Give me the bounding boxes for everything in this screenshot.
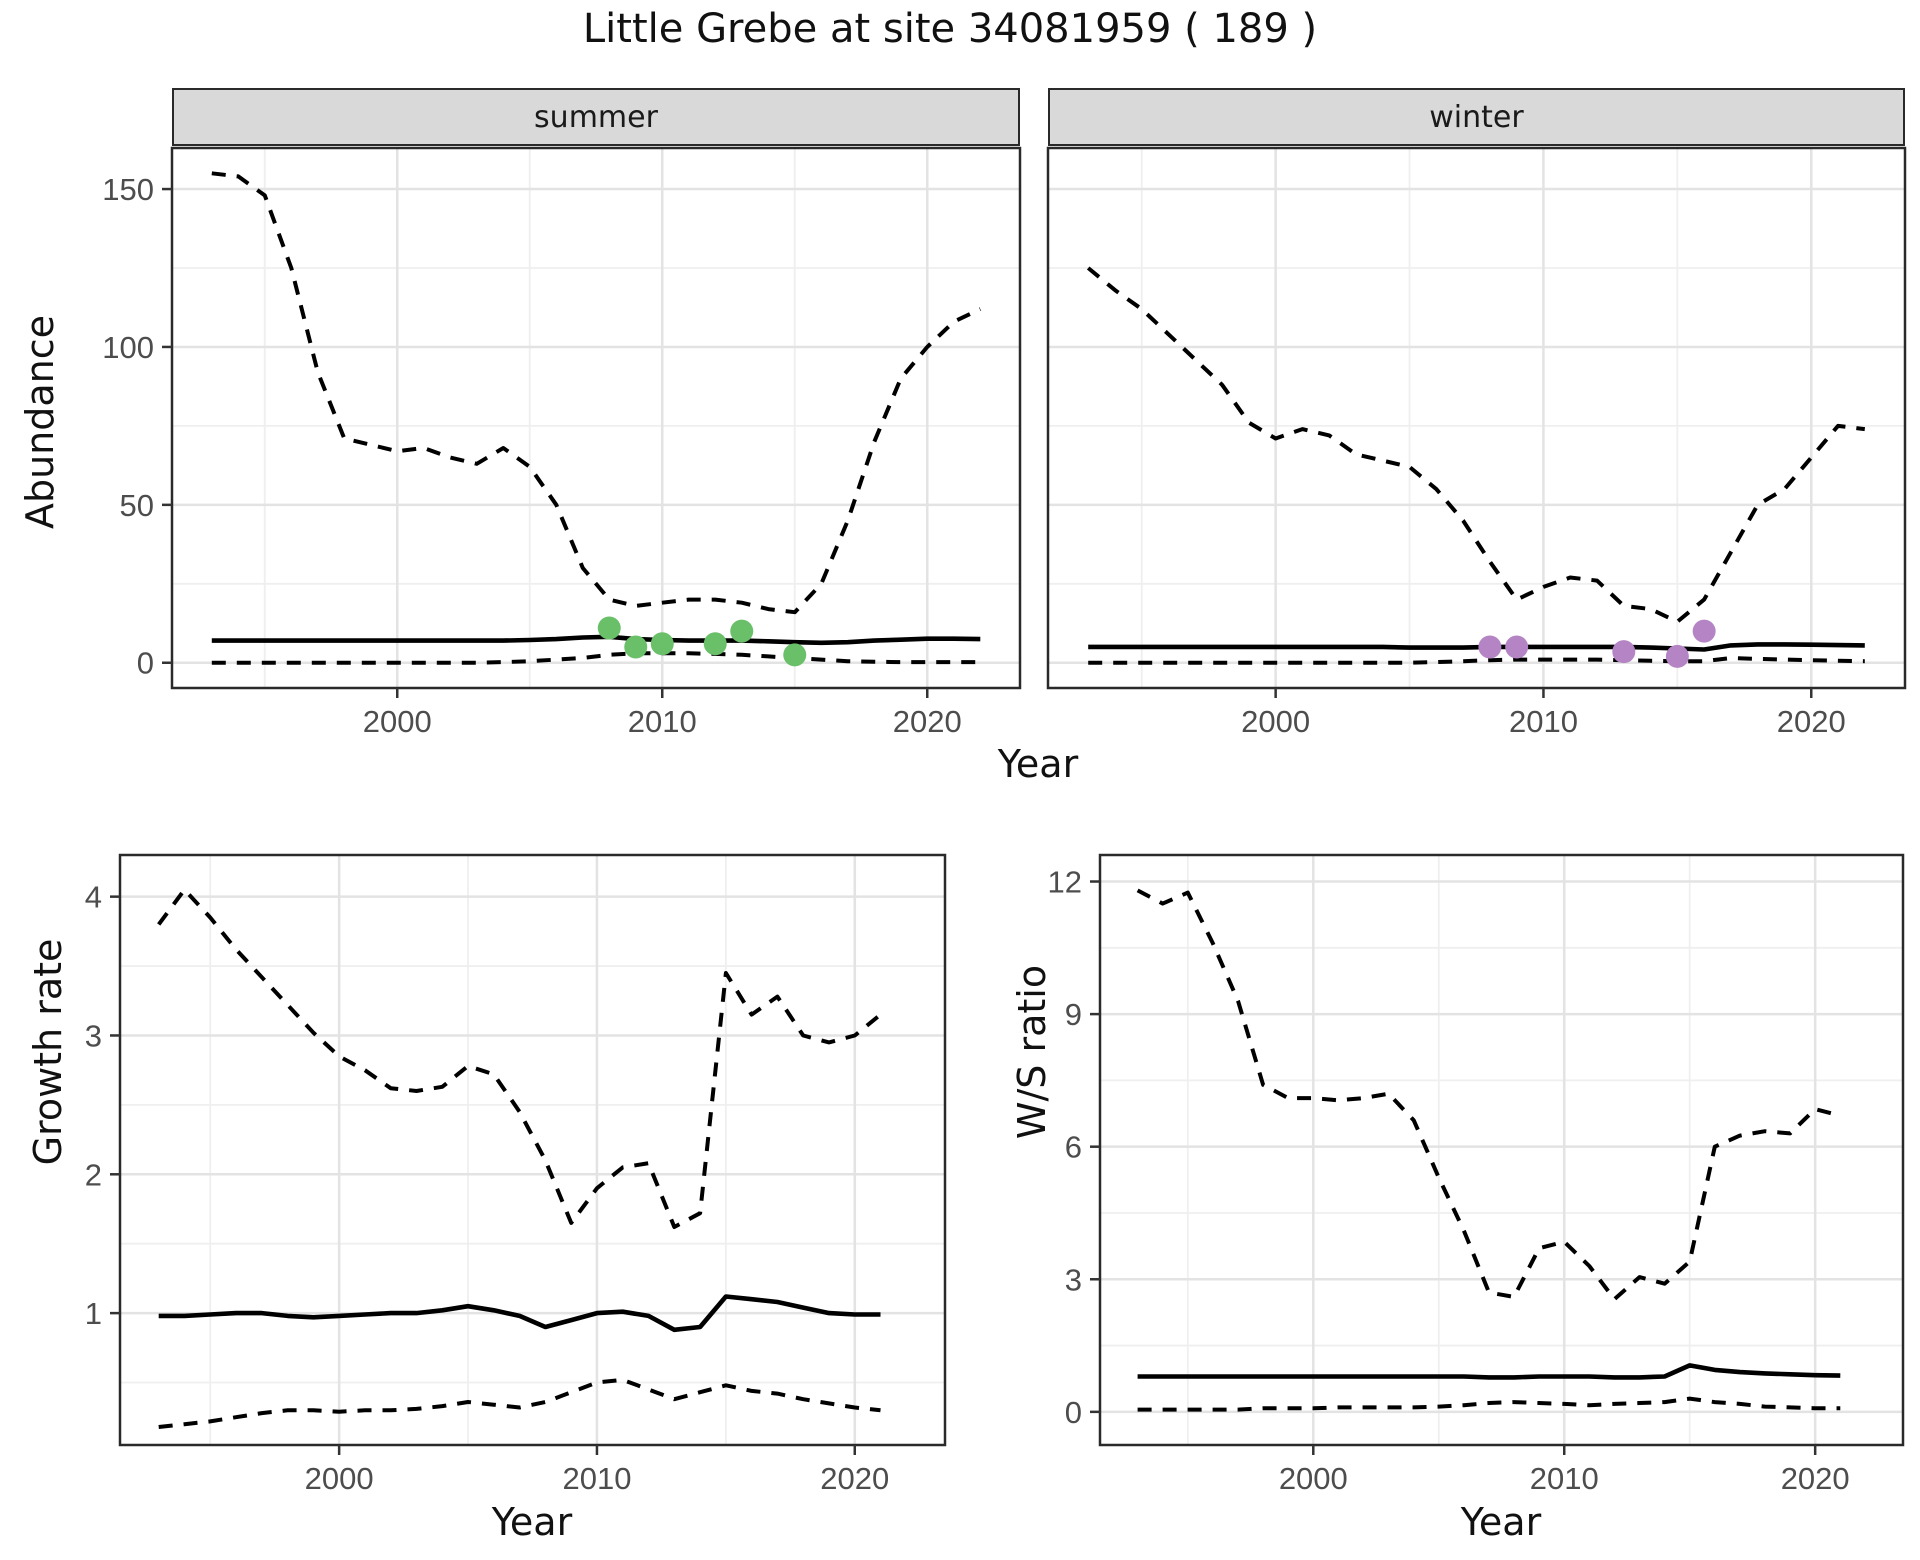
abundance-summer-upper_95ci-line [211, 171, 982, 615]
y-axis-title-ws-ratio: W/S ratio [1010, 964, 1054, 1140]
x-tick-label: 2010 [1509, 704, 1578, 739]
panel-border [170, 146, 1022, 690]
abundance-winter-median-line [1088, 642, 1865, 652]
x-tick-label: 2020 [893, 704, 962, 739]
x-tick-label: 2020 [1781, 1461, 1850, 1496]
y-tick-label: 1 [85, 1296, 102, 1331]
panel-abundance-winter: 2000 2010 2020 [1046, 146, 1907, 739]
growth-rate-upper_95ci-line [157, 887, 882, 1229]
panel-background [120, 855, 945, 1445]
abundance-summer-lower_95ci-line [211, 651, 981, 665]
facet-strip-winter: winter [1048, 88, 1905, 146]
x-axis-title-year-bottom-left: Year [491, 1500, 573, 1544]
abundance-summer-observed-point [650, 632, 674, 656]
panel-background [1100, 855, 1903, 1445]
ws-ratio-median-line [1137, 1363, 1841, 1380]
y-tick-label: 12 [1048, 865, 1082, 900]
abundance-summer-observed-point [783, 643, 807, 667]
facet-strip-summer-label: summer [534, 99, 658, 135]
panel-border [118, 853, 947, 1447]
x-tick-label: 2000 [1241, 704, 1310, 739]
x-tick-label: 2010 [1530, 1461, 1599, 1496]
abundance-summer-observed-point [703, 632, 727, 656]
facet-strip-winter-label: winter [1429, 99, 1524, 135]
y-tick-label: 150 [102, 172, 154, 207]
y-axis-title-abundance: Abundance [18, 314, 62, 530]
y-tick-label: 50 [120, 488, 154, 523]
x-tick-label: 2000 [305, 1461, 374, 1496]
panel-border [1046, 146, 1907, 690]
abundance-summer-observed-point [597, 616, 621, 640]
facet-strip-summer: summer [172, 88, 1020, 146]
y-tick-label: 4 [85, 880, 102, 915]
panel-growth-rate: 2000 2010 2020 1 2 3 4 [85, 853, 947, 1496]
chart-title: Little Grebe at site 34081959 ( 189 ) [582, 6, 1318, 52]
panel-border [1098, 853, 1905, 1447]
panel-background [172, 148, 1020, 688]
y-tick-label: 100 [102, 330, 154, 365]
y-tick-label: 6 [1065, 1130, 1082, 1165]
growth-rate-median-line [158, 1294, 881, 1333]
x-tick-label: 2020 [820, 1461, 889, 1496]
y-tick-label: 0 [1065, 1395, 1082, 1430]
ws-ratio-upper_95ci-line [1136, 888, 1841, 1302]
abundance-winter-observed-point [1505, 635, 1529, 659]
x-tick-label: 2000 [363, 704, 432, 739]
growth-rate-lower_95ci-line [158, 1377, 881, 1429]
panel-abundance-summer: 2000 2010 2020 0 50 100 150 [102, 146, 1022, 739]
x-tick-label: 2010 [628, 704, 697, 739]
abundance-summer-observed-point [730, 619, 754, 643]
abundance-winter-observed-point [1478, 635, 1502, 659]
panel-ws-ratio: 2000 2010 2020 0 3 6 9 12 [1048, 853, 1905, 1496]
x-tick-label: 2010 [562, 1461, 631, 1496]
y-axis-title-growth-rate: Growth rate [26, 938, 70, 1166]
abundance-winter-lower_95ci-line [1088, 656, 1865, 665]
y-tick-label: 9 [1065, 997, 1082, 1032]
abundance-winter-observed-point [1612, 640, 1636, 664]
y-tick-label: 3 [1065, 1262, 1082, 1297]
y-tick-label: 2 [85, 1157, 102, 1192]
y-tick-label: 3 [85, 1018, 102, 1053]
abundance-winter-observed-point [1692, 619, 1716, 643]
x-tick-label: 2000 [1279, 1461, 1348, 1496]
y-tick-label: 0 [137, 646, 154, 681]
abundance-summer-observed-point [624, 635, 648, 659]
x-tick-label: 2020 [1777, 704, 1846, 739]
panel-background [1048, 148, 1905, 688]
x-axis-title-year-top: Year [997, 742, 1079, 786]
abundance-winter-observed-point [1665, 644, 1689, 668]
abundance-summer-median-line [211, 634, 981, 646]
ws-ratio-lower_95ci-line [1137, 1396, 1841, 1412]
x-axis-title-year-bottom-right: Year [1460, 1500, 1542, 1544]
